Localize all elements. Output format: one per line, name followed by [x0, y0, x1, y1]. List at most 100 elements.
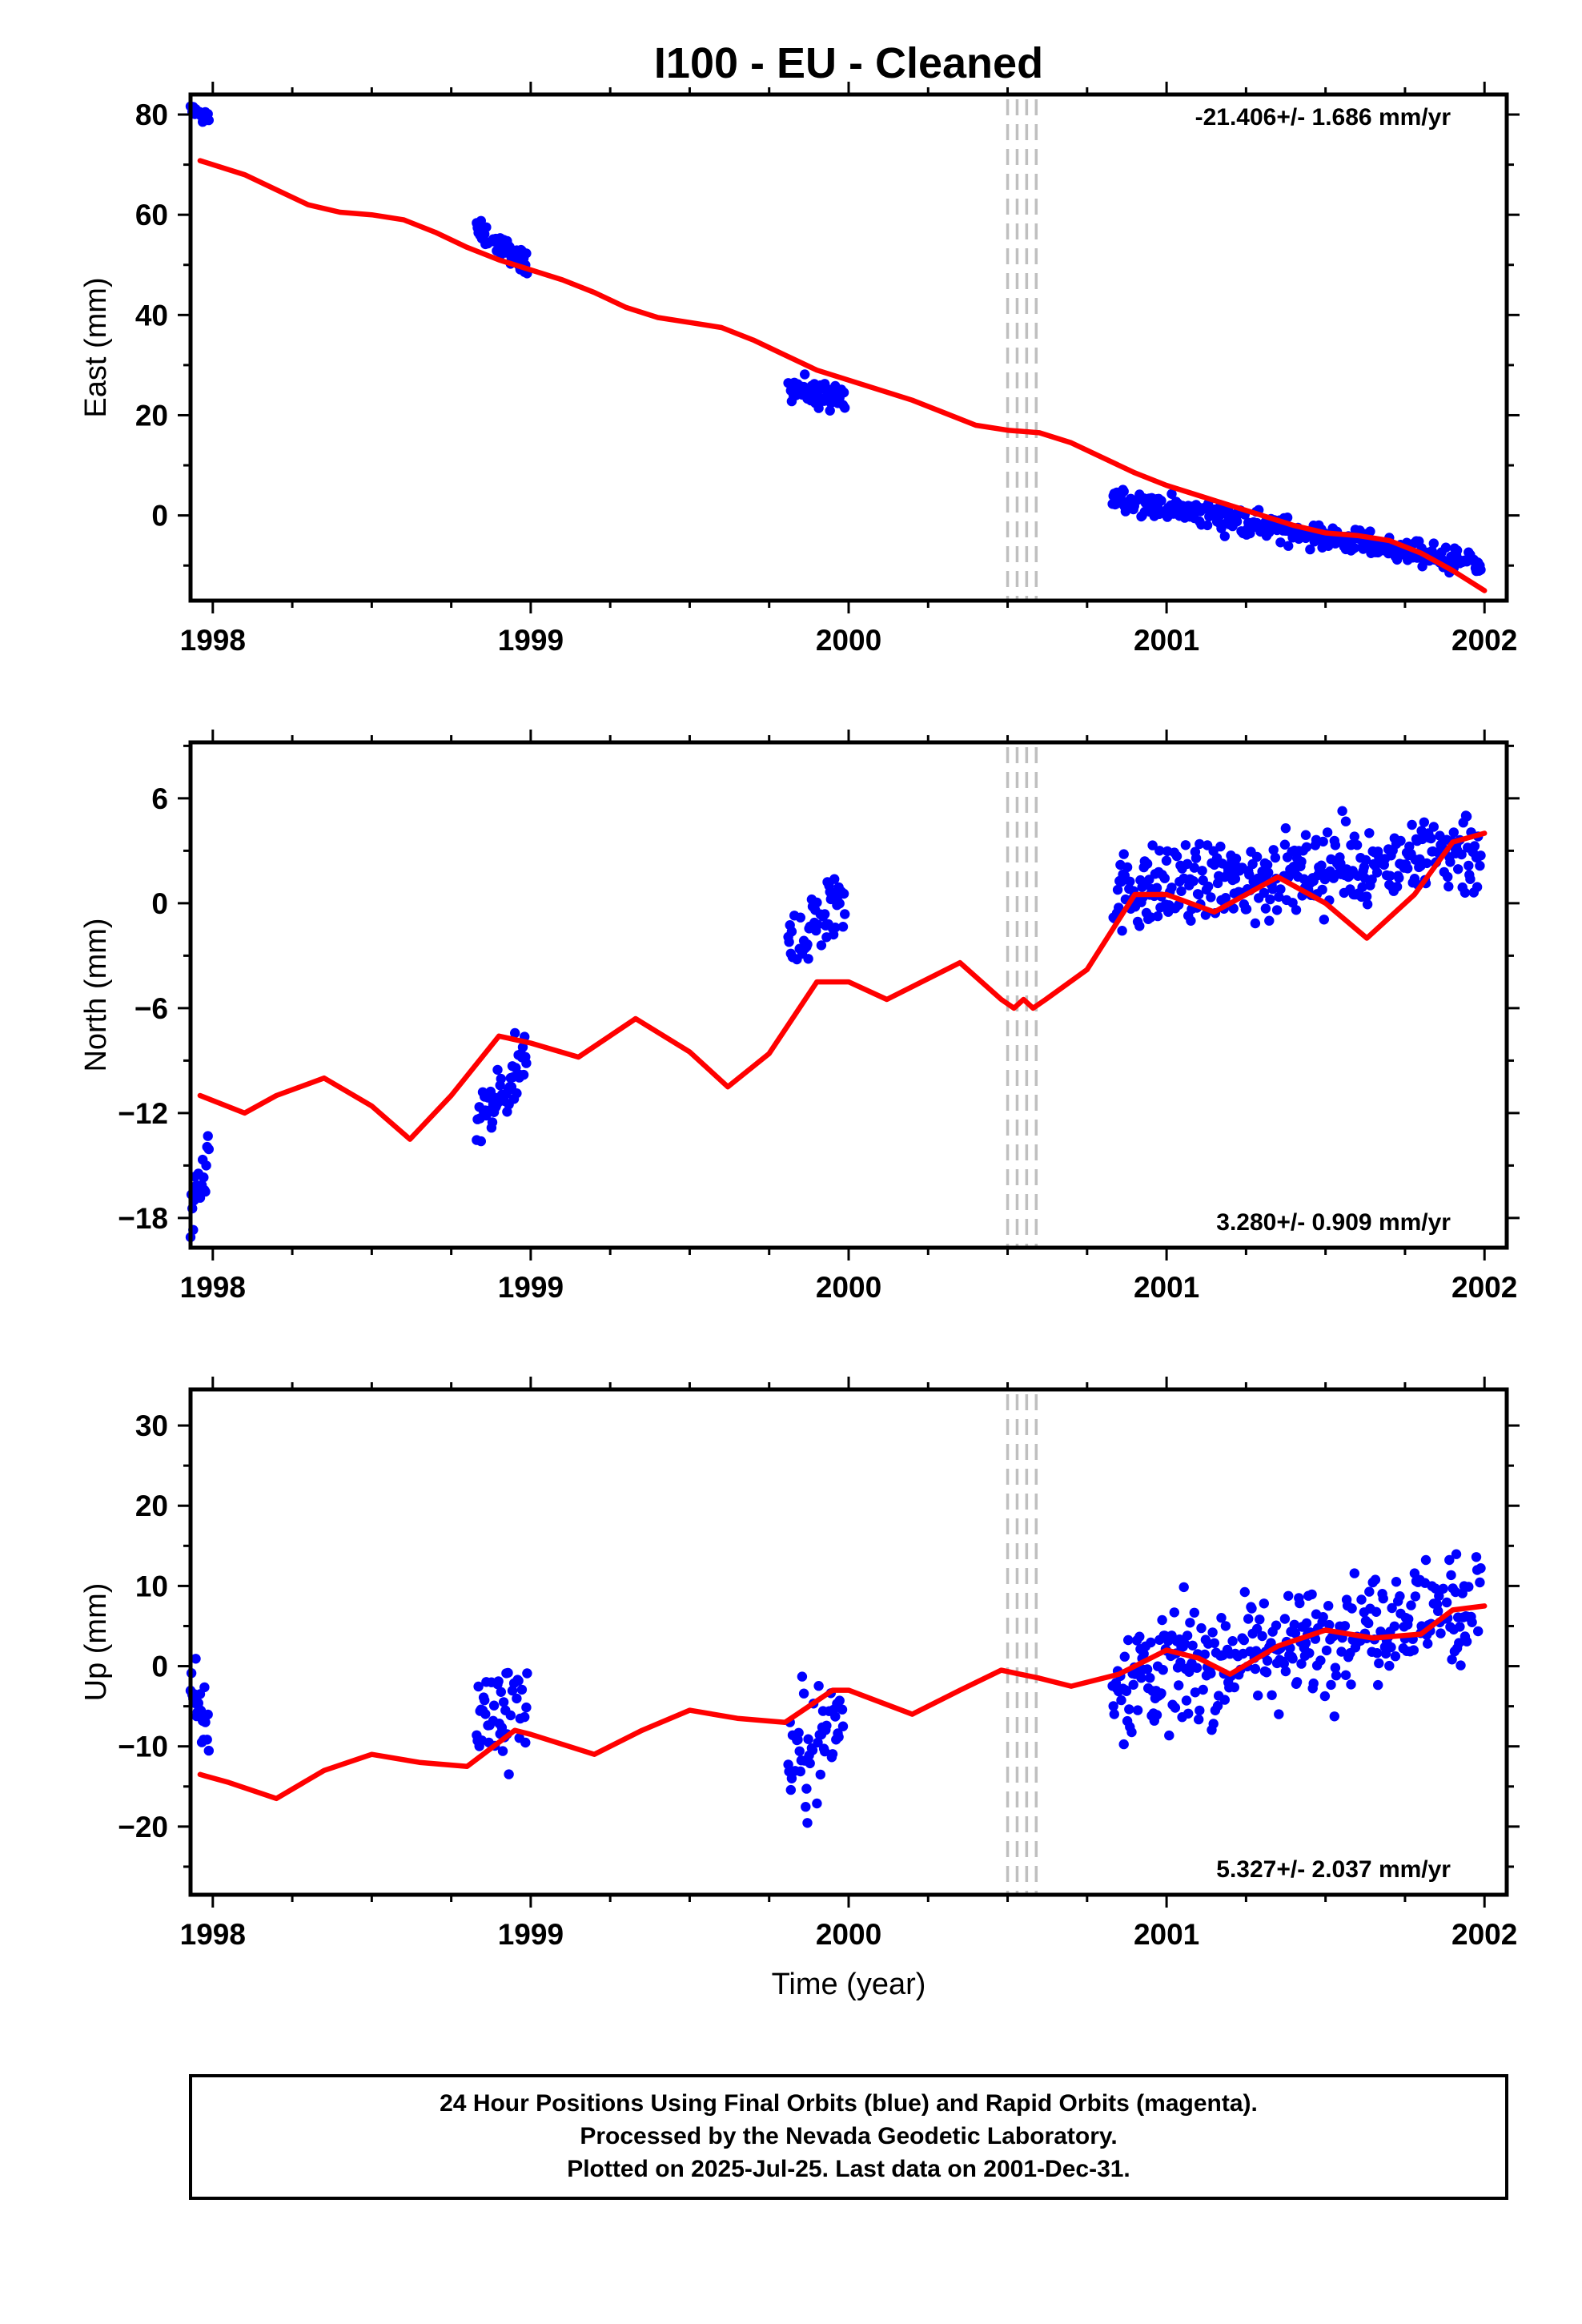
- data-point: [1361, 891, 1372, 902]
- data-point: [1475, 1577, 1485, 1588]
- data-point: [801, 1802, 811, 1812]
- data-point: [1319, 915, 1330, 925]
- x-tick-label: 2000: [816, 1271, 881, 1304]
- y-tick-label: 60: [135, 199, 168, 231]
- data-point: [1247, 858, 1258, 870]
- data-point: [1271, 905, 1283, 915]
- data-point: [1208, 1719, 1219, 1729]
- data-point: [1219, 531, 1231, 541]
- data-point: [1395, 835, 1406, 846]
- x-tick-label: 2001: [1134, 1918, 1199, 1951]
- data-point: [1212, 1700, 1223, 1711]
- data-point: [1250, 1663, 1261, 1675]
- data-point: [1434, 1590, 1444, 1602]
- data-point: [1472, 882, 1483, 892]
- data-point: [1216, 1613, 1227, 1623]
- data-point: [473, 1681, 484, 1692]
- data-point: [203, 1745, 214, 1756]
- data-point: [801, 1783, 812, 1794]
- data-point: [1186, 915, 1196, 927]
- up-panel: 1998 1999 2000 2001 2002 30 20 10 0 −10 −20 Up (mm)…: [79, 1377, 1520, 1951]
- data-point: [1364, 828, 1375, 838]
- data-point: [1118, 486, 1129, 497]
- x-tick-label: 1999: [498, 624, 564, 657]
- data-point: [834, 899, 845, 909]
- data-point: [1389, 1621, 1400, 1632]
- data-point: [1194, 1714, 1204, 1725]
- data-point: [1307, 1589, 1317, 1600]
- data-point: [786, 927, 797, 937]
- data-point: [1300, 830, 1311, 840]
- data-point: [203, 1144, 214, 1155]
- data-point: [1331, 1671, 1342, 1681]
- data-point: [1428, 822, 1439, 832]
- data-point: [1476, 565, 1486, 575]
- y-tick-label: −6: [135, 992, 168, 1025]
- data-point: [1395, 1591, 1405, 1602]
- data-point: [1315, 1655, 1326, 1666]
- data-point: [1339, 1621, 1351, 1631]
- x-tick-label: 1998: [180, 1271, 246, 1304]
- data-point: [1323, 1601, 1334, 1611]
- data-point: [1134, 921, 1145, 931]
- data-point: [1316, 860, 1327, 870]
- data-point: [201, 1160, 211, 1171]
- data-point: [1215, 841, 1226, 852]
- data-point: [833, 1731, 844, 1743]
- data-point: [1270, 852, 1281, 863]
- data-point: [816, 940, 827, 951]
- data-point: [1220, 1621, 1231, 1631]
- data-point: [521, 1702, 532, 1713]
- data-point: [1117, 926, 1127, 936]
- data-point: [1251, 1623, 1263, 1634]
- data-point: [840, 909, 850, 919]
- data-point: [1134, 1631, 1145, 1642]
- data-point: [1471, 1552, 1482, 1562]
- data-point: [521, 248, 532, 259]
- data-point: [1370, 1574, 1381, 1585]
- figure-title: I100 - EU - Cleaned: [654, 39, 1043, 87]
- data-point: [1267, 884, 1278, 895]
- rate-annotation: 5.327+/- 2.037 mm/yr: [1216, 1856, 1451, 1883]
- data-point: [821, 1720, 832, 1731]
- data-point: [1296, 1659, 1307, 1669]
- data-point: [1391, 882, 1403, 892]
- data-point: [488, 1700, 500, 1711]
- data-point: [1257, 1630, 1267, 1642]
- data-point: [513, 1675, 524, 1686]
- data-point: [1260, 903, 1271, 914]
- data-point: [1460, 887, 1471, 899]
- data-point: [481, 222, 492, 232]
- data-point: [1156, 496, 1166, 506]
- data-point: [1239, 1634, 1250, 1646]
- data-point: [1374, 1658, 1384, 1669]
- data-point: [1403, 1614, 1414, 1625]
- data-point: [1301, 842, 1312, 853]
- data-point: [1308, 1678, 1319, 1689]
- data-point: [1357, 882, 1367, 892]
- y-tick-label: 0: [151, 1651, 168, 1683]
- data-point: [1407, 819, 1417, 830]
- data-point: [1169, 1607, 1180, 1618]
- data-point: [1194, 889, 1204, 900]
- data-point: [1228, 903, 1239, 914]
- data-point: [1263, 867, 1274, 878]
- data-point: [1166, 489, 1177, 499]
- data-point: [1185, 1618, 1195, 1628]
- data-point: [1363, 1618, 1374, 1629]
- data-point: [838, 888, 849, 899]
- x-tick-label: 1999: [498, 1271, 564, 1304]
- data-point: [1171, 850, 1182, 862]
- y-tick-label: 10: [135, 1570, 168, 1602]
- data-point: [813, 1737, 823, 1748]
- data-point: [827, 1749, 838, 1759]
- data-point: [493, 1676, 504, 1687]
- data-point: [1430, 1583, 1441, 1594]
- data-point: [1365, 526, 1375, 537]
- data-point: [834, 1695, 845, 1706]
- data-point: [1156, 1688, 1166, 1699]
- x-tick-label: 1998: [180, 1918, 246, 1951]
- data-point: [1138, 1649, 1149, 1659]
- x-tick-label: 2002: [1452, 1271, 1517, 1304]
